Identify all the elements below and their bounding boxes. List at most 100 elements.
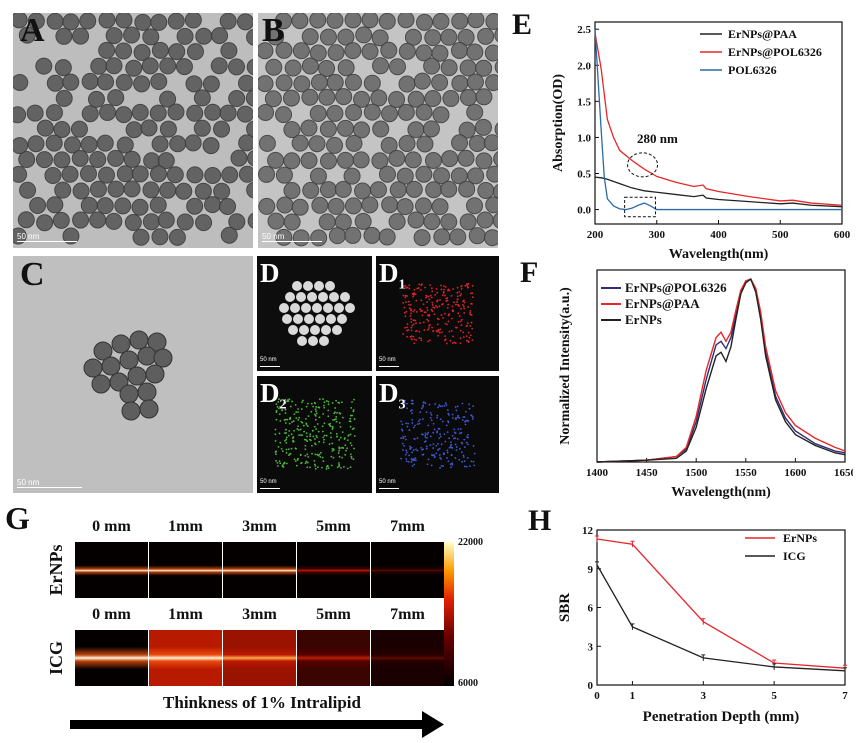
- eds-dot: [327, 409, 330, 412]
- nanoparticle: [267, 28, 285, 46]
- nanoparticle: [407, 211, 425, 229]
- eds-dot: [436, 414, 439, 417]
- eds-dot: [411, 451, 414, 454]
- eds-dot: [433, 455, 436, 458]
- nanoparticle: [404, 151, 422, 169]
- eds-dot: [412, 426, 415, 429]
- nanoparticle: [149, 196, 167, 214]
- eds-dot: [288, 430, 291, 432]
- eds-dot: [421, 309, 423, 312]
- eds-dot: [427, 314, 430, 317]
- eds-dot: [437, 442, 439, 445]
- nanoparticle: [80, 136, 98, 154]
- legend-label: ICG: [783, 549, 806, 563]
- eds-dot: [429, 324, 431, 326]
- eds-dot: [411, 458, 413, 461]
- nanoparticle: [327, 197, 345, 215]
- eds-dot: [331, 425, 334, 428]
- eds-map-d2: 50 nm: [257, 376, 372, 493]
- nanoparticle: [345, 103, 363, 121]
- nanoparticle: [105, 27, 123, 45]
- nanoparticle: [413, 72, 431, 90]
- scalebar-label-a: 50 nm: [17, 232, 40, 241]
- nanoparticle: [13, 73, 29, 91]
- eds-dot: [435, 329, 438, 332]
- nanoparticle: [63, 136, 81, 154]
- eds-dot: [284, 402, 287, 404]
- eds-dot: [277, 401, 280, 403]
- eds-dot: [328, 443, 331, 446]
- nanoparticle: [168, 43, 186, 61]
- nanoparticle: [467, 167, 485, 185]
- eds-dot: [446, 457, 448, 459]
- eds-dot: [473, 452, 476, 455]
- eds-dot: [463, 446, 466, 448]
- nanoparticle: [297, 336, 307, 346]
- eds-dot: [315, 434, 318, 437]
- nanoparticle: [293, 75, 311, 93]
- nanoparticle: [300, 119, 318, 137]
- eds-dot: [471, 418, 474, 420]
- tem-image-c: 50 nm: [13, 256, 253, 493]
- chart-f: 1400 1450 1500 1550 1600 1650 Wavelength(nm) No…: [558, 269, 853, 500]
- eds-dot: [349, 425, 352, 428]
- eds-dot: [300, 420, 303, 423]
- eds-dot: [287, 434, 290, 437]
- nanoparticle: [46, 74, 64, 92]
- eds-dot: [352, 409, 355, 411]
- nanoparticle: [416, 135, 434, 153]
- nanoparticle: [35, 151, 53, 169]
- panel-label-d3: D3: [379, 378, 406, 413]
- eds-dot: [412, 449, 415, 452]
- eds-dot: [403, 306, 406, 309]
- nanoparticle: [381, 196, 399, 214]
- nanoparticle: [184, 134, 202, 152]
- nanoparticle: [79, 165, 97, 183]
- nanoparticle: [62, 73, 80, 91]
- nanoparticle: [326, 314, 336, 324]
- eds-dot: [459, 294, 462, 297]
- eds-dot: [459, 428, 462, 430]
- nanoparticle: [72, 27, 90, 45]
- eds-dot: [415, 311, 418, 313]
- eds-dot: [436, 323, 439, 326]
- nanoparticle: [267, 212, 285, 230]
- eds-dot: [404, 285, 407, 288]
- eds-dot: [404, 453, 407, 456]
- nanoparticle: [299, 325, 309, 335]
- eds-dot: [442, 317, 444, 319]
- legend-label: ErNPs@PAA: [728, 27, 797, 41]
- eds-dot: [331, 450, 334, 452]
- nanoparticle: [19, 181, 37, 199]
- eds-dot: [439, 328, 442, 331]
- eds-dot: [407, 422, 410, 425]
- nanoparticle: [320, 152, 338, 170]
- nanoparticle: [62, 13, 80, 31]
- eds-dot: [293, 429, 296, 432]
- nanoparticle: [308, 135, 326, 153]
- panel-label-d1: D1: [379, 258, 406, 293]
- eds-dot: [451, 462, 454, 465]
- nanoparticle: [238, 134, 253, 152]
- eds-dot: [325, 468, 328, 470]
- nanoparticle: [380, 41, 398, 59]
- nanoparticle: [125, 59, 143, 77]
- eds-dot: [431, 301, 434, 304]
- nanoparticle: [46, 196, 64, 214]
- nanoparticle: [291, 134, 309, 152]
- depth-label: 1mm: [168, 606, 203, 623]
- eds-dot: [413, 338, 416, 341]
- eds-dot: [312, 405, 315, 408]
- nanoparticle: [125, 121, 143, 139]
- eds-dot: [341, 456, 344, 459]
- eds-dot: [402, 301, 404, 304]
- eds-dot: [447, 420, 449, 422]
- panel-label-d: D: [260, 258, 280, 288]
- eds-dot: [317, 454, 320, 457]
- nanoparticle: [115, 42, 133, 60]
- eds-dot: [325, 434, 328, 437]
- eds-dot: [346, 447, 349, 450]
- eds-dot: [425, 447, 428, 450]
- nanoparticle: [186, 197, 204, 215]
- eds-dot: [329, 425, 332, 428]
